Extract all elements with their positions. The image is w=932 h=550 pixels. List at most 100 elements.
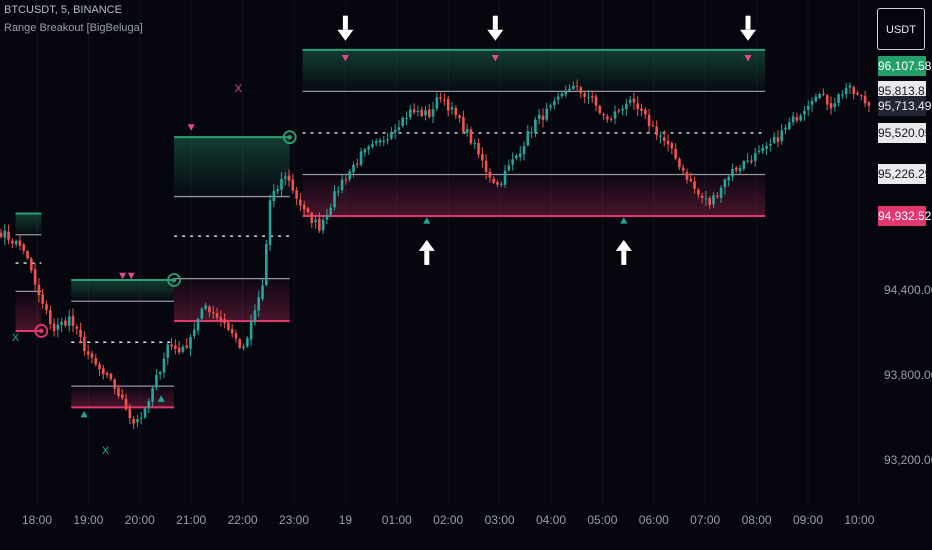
candle-body bbox=[568, 88, 571, 91]
candle-body bbox=[363, 149, 367, 153]
symbol-title[interactable]: BTCUSDT, 5, BINANCE bbox=[4, 4, 122, 16]
candle-body bbox=[291, 179, 295, 191]
candle-body bbox=[170, 344, 173, 347]
candle-body bbox=[750, 160, 753, 163]
arrow-down-icon bbox=[487, 29, 504, 41]
candle-body bbox=[716, 195, 719, 197]
candle-body bbox=[230, 329, 234, 334]
candle-body bbox=[249, 321, 253, 340]
candle-body bbox=[139, 417, 143, 419]
candle-body bbox=[412, 109, 416, 113]
candle-body bbox=[462, 117, 465, 133]
candle-body bbox=[738, 168, 742, 172]
breakout-circle-dot bbox=[39, 328, 44, 334]
candle-body bbox=[174, 345, 177, 349]
candle-body bbox=[67, 316, 71, 326]
candle-body bbox=[86, 351, 90, 355]
candle-body bbox=[151, 388, 154, 402]
candle-body bbox=[136, 419, 139, 423]
candle-body bbox=[367, 146, 370, 150]
candle-body bbox=[337, 191, 340, 193]
candle-body bbox=[192, 329, 196, 336]
candle-body bbox=[98, 364, 101, 370]
indicator-label[interactable]: Range Breakout [BigBeluga] bbox=[4, 22, 143, 34]
signal-down-triangle bbox=[491, 54, 499, 62]
candle-body bbox=[784, 127, 787, 130]
candle-body bbox=[371, 144, 374, 147]
candle-body bbox=[829, 103, 833, 109]
candle-body bbox=[48, 310, 52, 324]
x-tick-label: 06:00 bbox=[638, 513, 669, 527]
candle-body bbox=[124, 398, 128, 410]
candle-body bbox=[822, 93, 825, 95]
candle-body bbox=[219, 317, 223, 321]
candle-body bbox=[609, 118, 613, 120]
candle-body bbox=[435, 97, 439, 109]
candle-body bbox=[496, 182, 499, 185]
candle-body bbox=[575, 85, 579, 87]
candle-body bbox=[208, 306, 211, 313]
x-tick-label: 01:00 bbox=[381, 513, 412, 527]
y-tick-label: 93,800.00 bbox=[884, 368, 932, 383]
candle-body bbox=[632, 98, 636, 103]
candle-body bbox=[795, 117, 799, 121]
candle-body bbox=[189, 336, 192, 349]
range-top-zone bbox=[174, 137, 290, 197]
candle-body bbox=[390, 132, 393, 139]
candle-body bbox=[283, 176, 287, 179]
candle-body bbox=[306, 208, 310, 212]
candle-body bbox=[71, 315, 75, 326]
candle-body bbox=[196, 318, 200, 331]
candle-body bbox=[295, 190, 298, 199]
range-bottom-zone bbox=[174, 278, 290, 322]
signal-down-triangle bbox=[744, 54, 752, 62]
candle-body bbox=[280, 178, 283, 190]
candle-body bbox=[636, 103, 640, 110]
candle-body bbox=[276, 189, 279, 192]
candle-body bbox=[674, 148, 677, 159]
candle-body bbox=[397, 127, 401, 130]
candle-body bbox=[772, 136, 776, 143]
x-tick-label: 21:00 bbox=[176, 513, 207, 527]
candle-body bbox=[704, 198, 708, 200]
candle-body bbox=[234, 333, 238, 339]
candle-body bbox=[810, 100, 814, 105]
candle-body bbox=[113, 379, 116, 389]
candle-body bbox=[765, 145, 768, 149]
x-tick-label: 22:00 bbox=[227, 513, 258, 527]
candle-body bbox=[481, 154, 484, 161]
candle-body bbox=[511, 159, 514, 165]
candle-body bbox=[450, 107, 454, 110]
candle-body bbox=[158, 372, 162, 375]
breakout-circle bbox=[34, 324, 49, 338]
candle-body bbox=[844, 88, 848, 95]
candle-body bbox=[155, 375, 158, 388]
candle-body bbox=[753, 153, 757, 161]
candle-body bbox=[287, 175, 291, 181]
candle-body bbox=[30, 258, 33, 271]
candle-body bbox=[185, 345, 189, 348]
x-tick-label: 18:00 bbox=[21, 513, 53, 527]
candle-body bbox=[26, 251, 29, 259]
candle-body bbox=[393, 130, 397, 133]
candle-body bbox=[598, 105, 602, 113]
candle-body bbox=[242, 346, 245, 349]
currency-button[interactable]: USDT bbox=[877, 8, 925, 50]
candle-body bbox=[427, 109, 431, 118]
candle-body bbox=[177, 347, 181, 353]
candle-body bbox=[329, 207, 333, 215]
x-mark: X bbox=[235, 83, 243, 95]
candle-body bbox=[64, 320, 67, 326]
candle-body bbox=[75, 326, 79, 329]
signal-down-triangle bbox=[341, 54, 349, 62]
candle-body bbox=[268, 200, 272, 245]
y-tick-label: 93,200.00 bbox=[884, 453, 932, 468]
candle-body bbox=[310, 212, 314, 224]
candle-body bbox=[537, 114, 541, 120]
x-tick-label: 20:00 bbox=[124, 513, 155, 527]
candle-body bbox=[405, 117, 408, 119]
candle-body bbox=[814, 96, 818, 102]
candle-body bbox=[253, 310, 257, 323]
candle-body bbox=[503, 170, 507, 185]
